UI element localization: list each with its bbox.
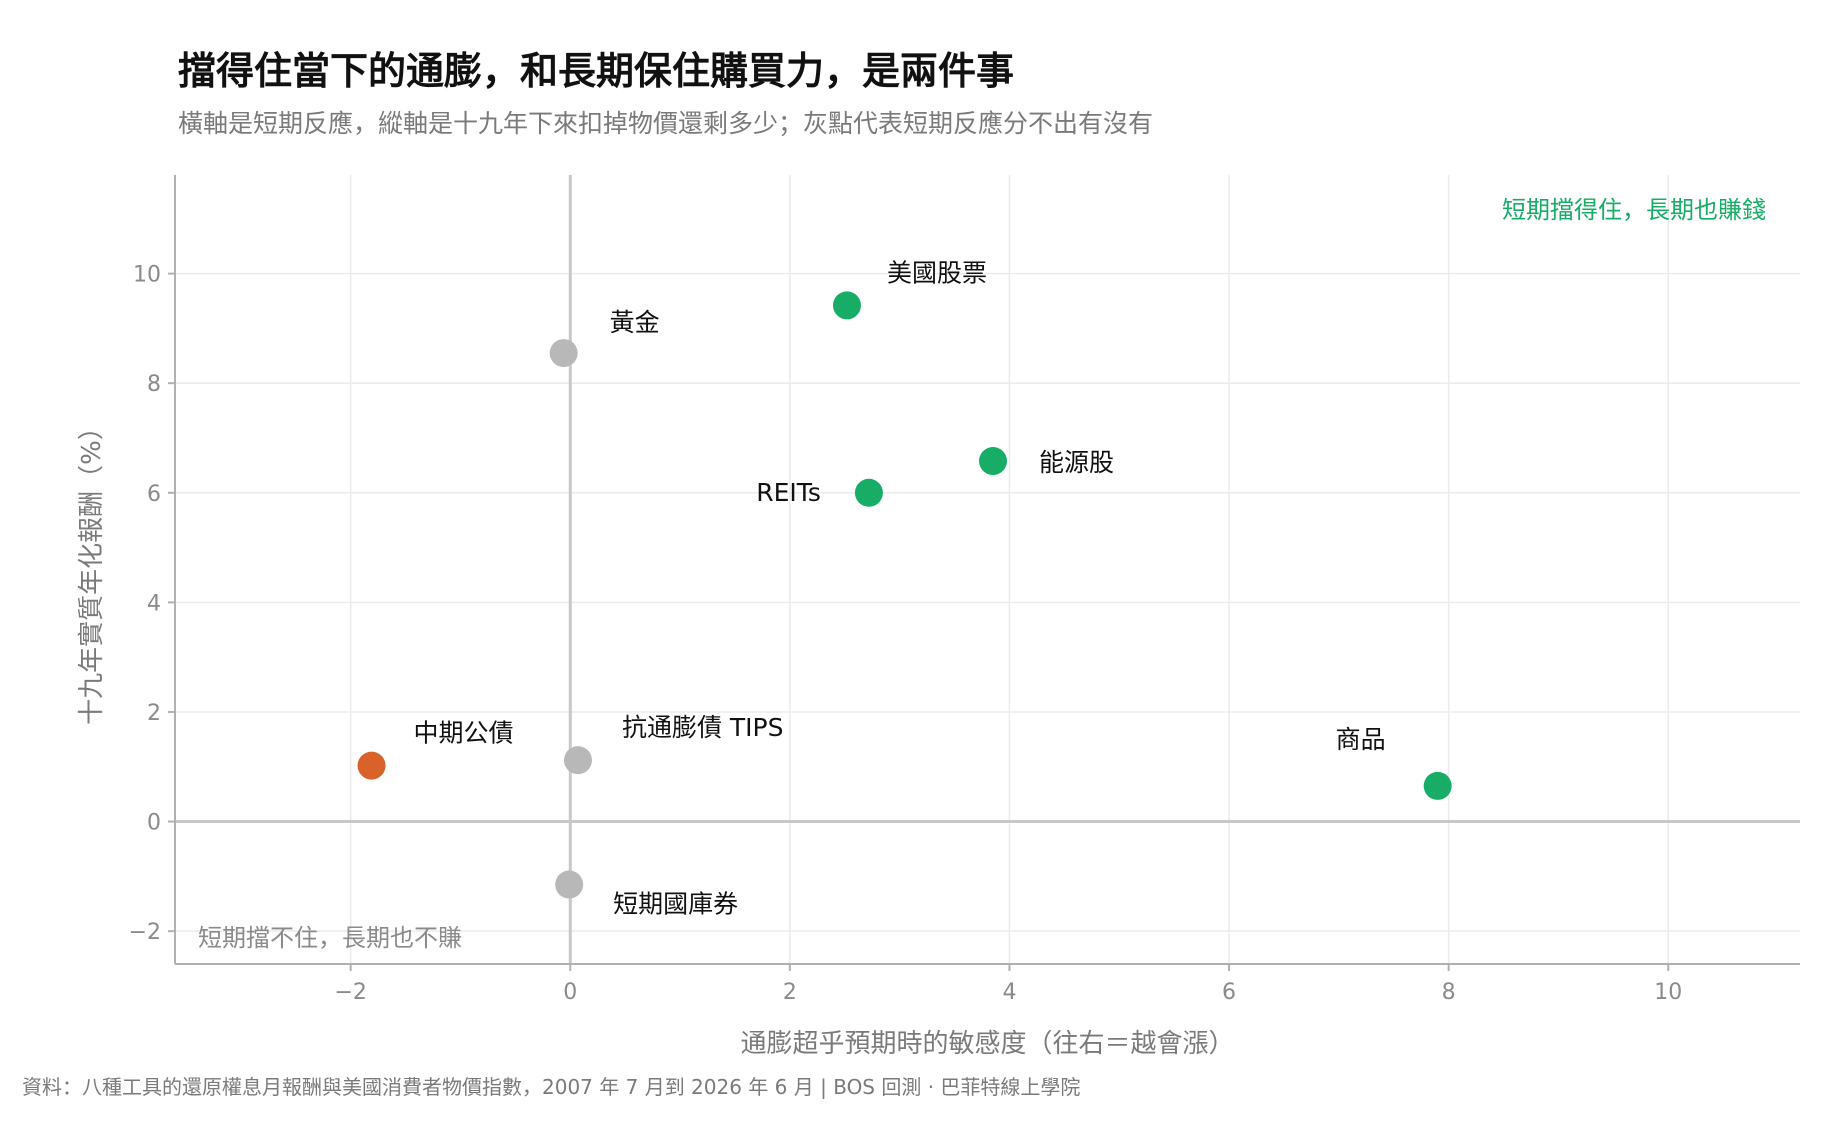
chart-title: 擋得住當下的通膨，和長期保住購買力，是兩件事	[178, 49, 1015, 93]
x-tick-label: 0	[563, 980, 577, 1005]
tick-layer: −2 0 2 4 6 8 10 −2 0 2 4 6 8 10	[129, 263, 1683, 1005]
point-短期國庫券	[555, 870, 584, 899]
y-tick-label: 10	[133, 263, 161, 288]
point-layer	[357, 291, 1452, 899]
point-REITs	[854, 478, 883, 507]
point-label: 商品	[1336, 725, 1386, 754]
point-label: 黃金	[610, 308, 660, 337]
x-axis-title: 通膨超乎預期時的敏感度（往右＝越會漲）	[740, 1029, 1234, 1059]
point-label: 短期國庫券	[613, 890, 738, 919]
y-axis-title: 十九年實質年化報酬（%）	[77, 414, 107, 725]
axis-layer	[174, 175, 1800, 965]
y-tick-label: 8	[147, 372, 161, 397]
grid-layer	[175, 175, 1800, 964]
annotation-top-right: 短期擋得住，長期也賺錢	[1502, 196, 1766, 224]
x-tick-label: −2	[334, 980, 366, 1005]
point-抗通膨債-TIPS	[563, 746, 592, 775]
x-tick-label: 4	[1002, 980, 1016, 1005]
y-tick-label: 0	[147, 811, 161, 836]
y-tick-label: 4	[147, 591, 161, 616]
annotation-bottom-left: 短期擋不住，長期也不賺	[198, 924, 462, 952]
source-caption: 資料：八種工具的還原權息月報酬與美國消費者物價指數，2007 年 7 月到 20…	[22, 1075, 1081, 1099]
y-tick-label: −2	[129, 920, 161, 945]
point-黃金	[549, 339, 578, 368]
point-label: 美國股票	[887, 258, 987, 287]
point-label: 抗通膨債 TIPS	[622, 713, 784, 742]
point-label: 能源股	[1039, 448, 1114, 477]
chart-subtitle: 橫軸是短期反應，縱軸是十九年下來扣掉物價還剩多少；灰點代表短期反應分不出有沒有	[178, 109, 1154, 138]
x-tick-label: 10	[1654, 980, 1682, 1005]
x-tick-label: 8	[1442, 980, 1456, 1005]
point-美國股票	[832, 291, 861, 320]
y-tick-label: 6	[147, 482, 161, 507]
point-中期公債	[357, 751, 386, 780]
point-label: REITs	[756, 478, 821, 507]
x-tick-label: 2	[783, 980, 797, 1005]
point-商品	[1423, 771, 1452, 800]
y-tick-label: 2	[147, 701, 161, 726]
point-label: 中期公債	[414, 719, 514, 748]
point-能源股	[978, 447, 1007, 476]
x-tick-label: 6	[1222, 980, 1236, 1005]
